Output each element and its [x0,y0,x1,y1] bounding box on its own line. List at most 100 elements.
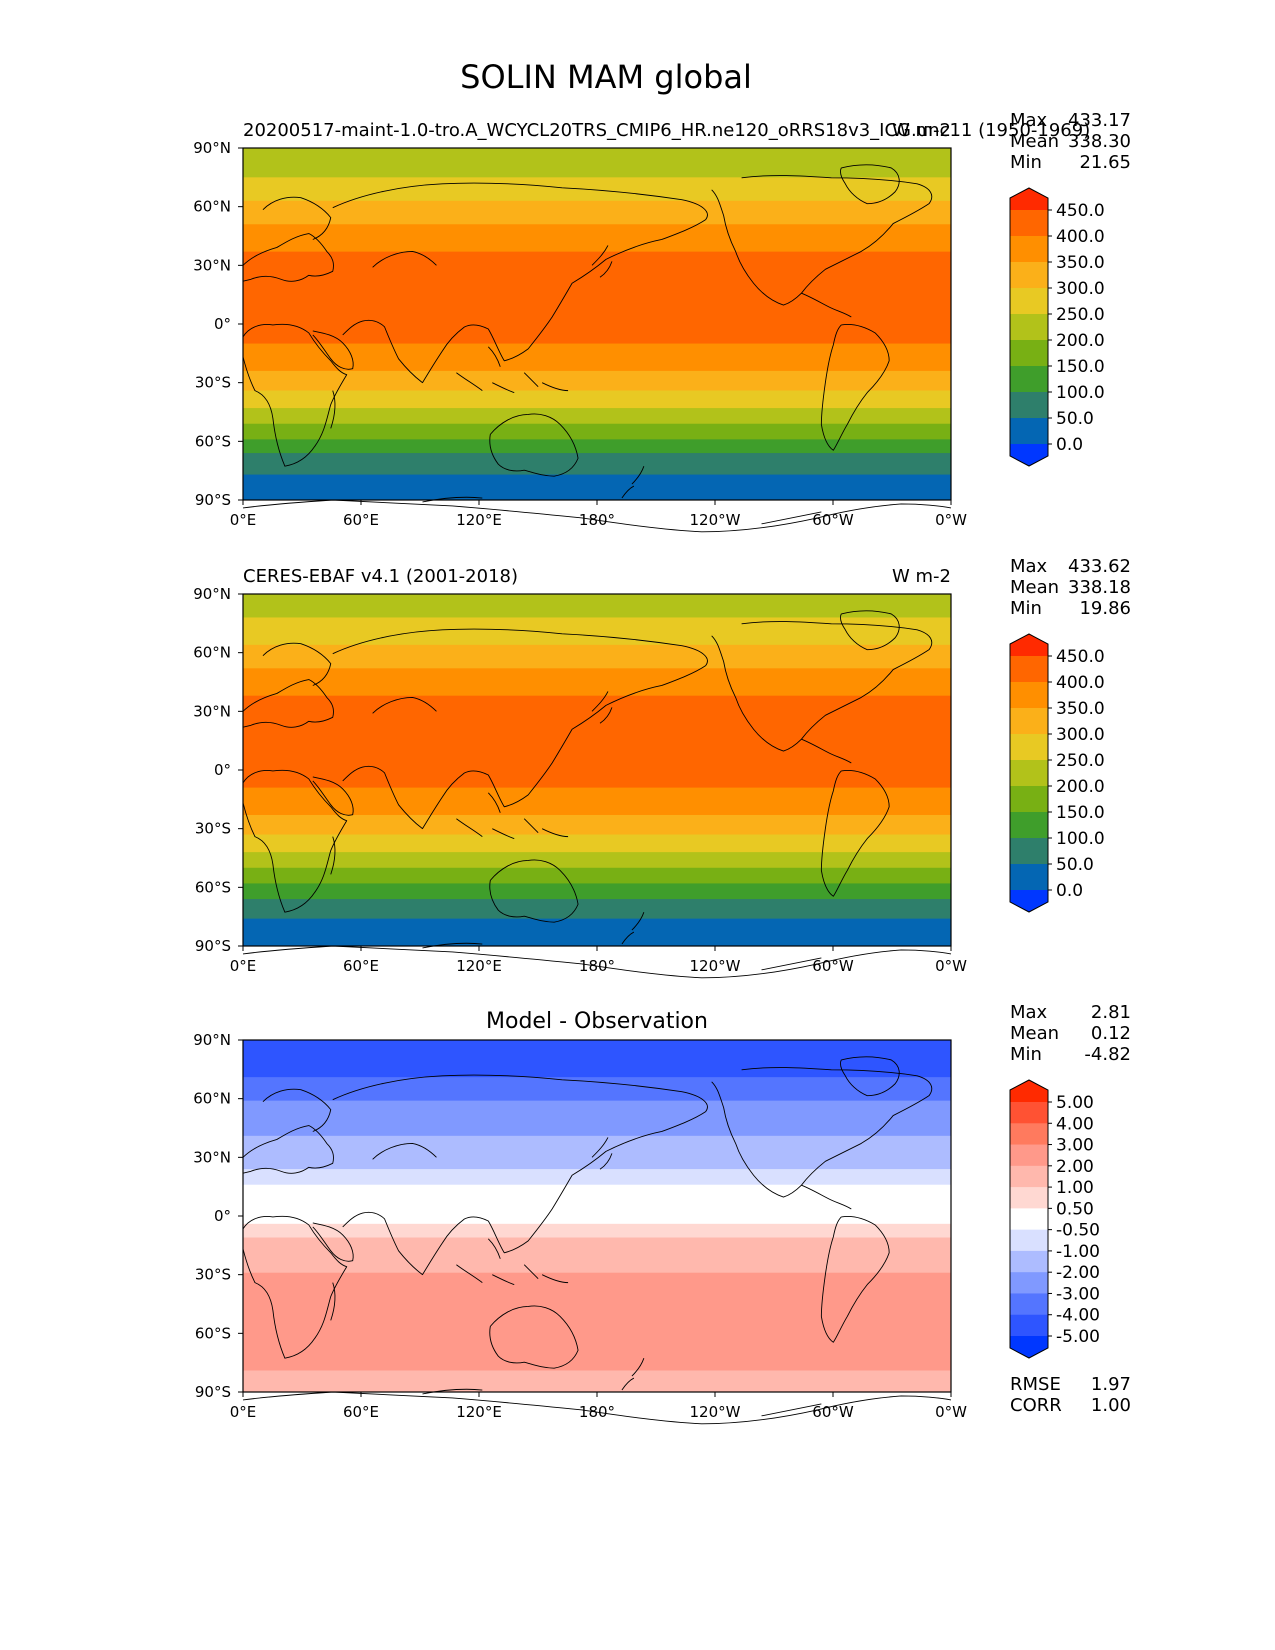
stat-value-min: -4.82 [1084,1044,1131,1065]
colorbar-label: 0.0 [1056,881,1083,901]
colorbar-extend-min [1010,890,1048,912]
colorbar-label: -1.00 [1056,1242,1100,1262]
lat-band-7 [243,814,951,836]
colorbar-swatch [1010,734,1048,761]
colorbar-swatch [1010,1144,1048,1167]
panel-center-title: Model - Observation [486,1009,708,1034]
colorbar-label: 300.0 [1056,279,1105,299]
y-tick-label: 90°S [195,491,231,509]
field-bands [243,594,951,947]
colorbar-label: 0.50 [1056,1199,1094,1219]
stat-value-max: 433.62 [1068,556,1131,577]
x-tick-label: 120°W [690,1403,741,1421]
colorbar-swatch [1010,1293,1048,1316]
y-tick-label: 0° [214,315,231,333]
lat-band-11 [243,883,951,900]
y-tick-label: 30°S [195,820,231,838]
lat-band-7 [243,370,951,391]
colorbar-label: 2.00 [1056,1157,1094,1177]
stat-value-mean: 338.18 [1068,577,1131,598]
y-tick-label: 30°N [193,1148,231,1166]
colorbar-swatch [1010,656,1048,683]
lat-band-5 [243,251,951,345]
extra-stat-label-corr: CORR [1010,1395,1062,1416]
colorbar-outline [1009,1079,1049,1359]
colorbar-label: -0.50 [1056,1221,1100,1241]
colorbar-label: 3.00 [1056,1136,1094,1156]
colorbar-label: 450.0 [1056,647,1105,667]
lat-band-6 [243,1184,951,1225]
colorbar-swatch [1010,1123,1048,1146]
lat-band-8 [243,390,951,409]
y-tick-label: 60°S [195,878,231,896]
colorbar-label: -3.00 [1056,1284,1100,1304]
lat-band-1 [243,1040,951,1078]
x-tick-label: 0°E [230,511,257,529]
lat-band-5 [243,1169,951,1186]
colorbar: 5.004.003.002.001.000.50-0.50-1.00-2.00-… [1009,1079,1100,1359]
colorbar: 450.0 400.0 350.0 300.0 250.0 200.0 150.0 100.0… [1009,633,1105,913]
colorbar-swatch [1010,682,1048,709]
panel-right-title: W m-2 [892,120,951,141]
lat-band-11 [243,439,951,454]
stat-label-min: Min [1010,1044,1042,1065]
lat-band-2 [243,177,951,202]
colorbar-label: 150.0 [1056,803,1105,823]
colorbar-swatch [1010,288,1048,315]
extra-stat-value-rmse: 1.97 [1091,1374,1131,1395]
colorbar-swatch [1010,340,1048,367]
y-tick-label: 60°S [195,432,231,450]
colorbar-extend-min [1010,444,1048,466]
stat-value-max: 2.81 [1091,1002,1131,1023]
field-bands [243,1040,951,1393]
y-tick-label: 0° [214,1207,231,1225]
x-tick-label: 120°E [456,511,502,529]
stat-value-mean: 0.12 [1091,1023,1131,1044]
colorbar-extend-max [1010,1080,1048,1102]
lat-band-3 [243,1100,951,1137]
extra-stat-value-corr: 1.00 [1091,1395,1131,1416]
y-tick-label: 60°N [193,198,231,216]
lat-band-4 [243,224,951,253]
lat-band-10 [243,867,951,884]
lat-band-9 [243,852,951,869]
lat-band-2 [243,617,951,646]
y-tick-label: 60°S [195,1324,231,1342]
y-tick-label: 60°N [193,1090,231,1108]
panel-right-title: W m-2 [892,566,951,587]
colorbar-swatch [1010,210,1048,237]
colorbar-extend-max [1010,188,1048,210]
lat-band-9 [243,1272,951,1371]
stat-value-min: 19.86 [1079,598,1131,619]
colorbar-swatch [1010,708,1048,735]
colorbar-label: 250.0 [1056,305,1105,325]
colorbar-swatch [1010,1187,1048,1209]
x-tick-label: 180° [579,1403,615,1421]
x-tick-label: 120°W [690,957,741,975]
x-tick-label: 120°E [456,957,502,975]
x-tick-label: 60°E [343,957,379,975]
stat-label-mean: Mean [1010,577,1059,598]
x-tick-label: 60°W [812,1403,854,1421]
lat-band-12 [243,453,951,476]
colorbar-label: 1.00 [1056,1178,1094,1198]
colorbar-label: 4.00 [1056,1114,1094,1134]
x-tick-label: 180° [579,511,615,529]
x-tick-label: 120°W [690,511,741,529]
colorbar-extend-max [1010,634,1048,656]
y-tick-label: 30°N [193,256,231,274]
colorbar-label: 250.0 [1056,751,1105,771]
colorbar-swatch [1010,392,1048,419]
extra-stat-label-rmse: RMSE [1010,1374,1061,1395]
lat-band-13 [243,918,951,947]
lat-band-7 [243,1223,951,1239]
x-tick-label: 180° [579,957,615,975]
colorbar-swatch [1010,1314,1048,1337]
colorbar-swatch [1010,262,1048,289]
colorbar-label: 450.0 [1056,201,1105,221]
colorbar-extend-min [1010,1336,1048,1358]
colorbar-swatch [1010,786,1048,813]
y-tick-label: 0° [214,761,231,779]
lat-band-6 [243,343,951,372]
